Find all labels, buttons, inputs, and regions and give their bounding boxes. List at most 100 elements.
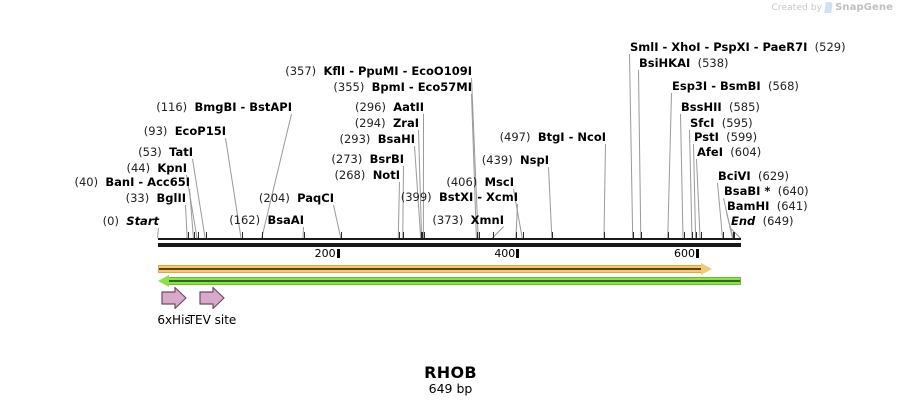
enzyme-position: (585) bbox=[728, 100, 760, 114]
marker-name: Start bbox=[126, 214, 159, 228]
enzyme-label-bsahi[interactable]: (293) BsaHI bbox=[339, 133, 415, 145]
enzyme-label-bsabi[interactable]: BsaBI * (640) bbox=[724, 185, 809, 197]
feature-label-6xhis: 6xHis bbox=[157, 313, 191, 327]
enzyme-separator: - bbox=[749, 40, 763, 54]
enzyme-label-tati[interactable]: (53) TatI bbox=[138, 146, 193, 158]
enzyme-label-noti[interactable]: (268) NotI bbox=[334, 169, 400, 181]
enzyme-label-kpni[interactable]: (44) KpnI bbox=[126, 162, 187, 174]
enzyme-label-smli-xhoi-pspxi-paer7i[interactable]: SmlI - XhoI - PspXI - PaeR7I (529) bbox=[630, 41, 846, 53]
enzyme-label-sfci[interactable]: SfcI (595) bbox=[690, 117, 753, 129]
restriction-site-tick bbox=[193, 232, 195, 238]
enzyme-label-afei[interactable]: AfeI (604) bbox=[697, 146, 761, 158]
leader-line bbox=[548, 167, 553, 239]
enzyme-label-bglii[interactable]: (33) BglII bbox=[126, 192, 186, 204]
enzyme-label-xmni[interactable]: (373) XmnI bbox=[432, 214, 504, 226]
enzyme-label-nspi[interactable]: (439) NspI bbox=[482, 154, 549, 166]
enzyme-name: BsaHI bbox=[377, 132, 415, 146]
arrow-right-icon bbox=[161, 286, 187, 310]
enzyme-label-psti[interactable]: PstI (599) bbox=[694, 131, 757, 143]
enzyme-label-esp3i-bsmbi[interactable]: Esp3I - BsmBI (568) bbox=[672, 80, 799, 92]
enzyme-label-paqci[interactable]: (204) PaqCI bbox=[259, 192, 334, 204]
restriction-site-tick bbox=[522, 232, 524, 238]
enzyme-label-bsihkai[interactable]: BsiHKAI (538) bbox=[639, 57, 729, 69]
enzyme-name: BstAPI bbox=[249, 100, 292, 114]
enzyme-label-bcivi[interactable]: BciVI (629) bbox=[718, 170, 789, 182]
enzyme-label-ecop15i[interactable]: (93) EcoP15I bbox=[144, 125, 226, 137]
enzyme-label-aatii[interactable]: (296) AatII bbox=[355, 101, 424, 113]
snapgene-watermark: Created by SnapGene bbox=[772, 2, 893, 13]
enzyme-name: BanI bbox=[105, 175, 135, 189]
page-title: RHOB bbox=[424, 363, 477, 382]
enzyme-name: BstXI bbox=[439, 190, 474, 204]
enzyme-position: (40) bbox=[74, 175, 99, 189]
enzyme-label-bsshii[interactable]: BssHII (585) bbox=[681, 101, 760, 113]
restriction-site-tick bbox=[493, 232, 495, 238]
enzyme-label-bpmi-eco57mi[interactable]: (355) BpmI - Eco57MI bbox=[333, 81, 472, 93]
enzyme-label-kfli-ppumi-ecoo109i[interactable]: (357) KflI - PpuMI - EcoO109I bbox=[285, 65, 472, 77]
enzyme-name: EcoO109I bbox=[411, 64, 472, 78]
enzyme-label-bstxi-xcmi[interactable]: (399) BstXI - XcmI bbox=[401, 191, 518, 203]
enzyme-label-zrai[interactable]: (294) ZraI bbox=[355, 117, 419, 129]
enzyme-label-bsaai[interactable]: (162) BsaAI bbox=[229, 214, 304, 226]
restriction-site-tick bbox=[552, 232, 554, 238]
enzyme-label-bmgbi-bstapi[interactable]: (116) BmgBI - BstAPI bbox=[156, 101, 292, 113]
ruler-tick-label: 400 bbox=[494, 247, 516, 260]
enzyme-name: BsrBI bbox=[369, 152, 404, 166]
enzyme-name: SmlI bbox=[630, 40, 659, 54]
leader-line bbox=[638, 70, 642, 238]
enzyme-label-bamhi[interactable]: BamHI (641) bbox=[727, 200, 808, 212]
leader-line bbox=[422, 113, 424, 238]
enzyme-name: BsmBI bbox=[720, 79, 761, 93]
leader-line bbox=[157, 227, 159, 238]
enzyme-name: BtgI bbox=[537, 130, 565, 144]
enzyme-name: BciVI bbox=[718, 169, 751, 183]
enzyme-label-start[interactable]: (0) Start bbox=[103, 215, 159, 227]
enzyme-position: (204) bbox=[258, 191, 290, 205]
watermark-brand: SnapGene bbox=[835, 2, 893, 13]
enzyme-label-msci[interactable]: (406) MscI bbox=[446, 176, 514, 188]
restriction-site-tick bbox=[476, 232, 478, 238]
enzyme-position: (641) bbox=[776, 199, 808, 213]
restriction-site-tick bbox=[700, 232, 702, 238]
enzyme-name: NspI bbox=[520, 153, 549, 167]
restriction-site-tick bbox=[205, 232, 207, 238]
restriction-site-tick bbox=[696, 232, 698, 238]
enzyme-name: PstI bbox=[694, 130, 719, 144]
enzyme-label-btgi-ncoi[interactable]: (497) BtgI - NcoI bbox=[500, 131, 606, 143]
sequence-length: 649 bp bbox=[428, 381, 473, 396]
watermark-prefix: Created by bbox=[771, 2, 823, 13]
enzyme-label-bsrbi[interactable]: (273) BsrBI bbox=[331, 153, 404, 165]
restriction-site-tick bbox=[683, 232, 685, 238]
enzyme-position: (355) bbox=[333, 80, 365, 94]
enzyme-name: Acc65I bbox=[147, 175, 190, 189]
restriction-site-tick bbox=[516, 232, 518, 238]
enzyme-name: EcoP15I bbox=[174, 124, 226, 138]
enzyme-separator: - bbox=[404, 80, 418, 94]
enzyme-label-end[interactable]: End (649) bbox=[731, 215, 794, 227]
restriction-site-tick bbox=[421, 232, 423, 238]
enzyme-name: AatII bbox=[393, 100, 424, 114]
enzyme-position: (568) bbox=[767, 79, 799, 93]
feature-arrow-tev-site[interactable] bbox=[199, 286, 225, 310]
enzyme-position: (649) bbox=[762, 214, 794, 228]
enzyme-separator: - bbox=[134, 175, 148, 189]
leader-line bbox=[717, 183, 724, 239]
enzyme-label-bani-acc65i[interactable]: (40) BanI - Acc65I bbox=[74, 176, 190, 188]
restriction-site-tick bbox=[197, 232, 199, 238]
feature-arrow-6xhis[interactable] bbox=[161, 286, 187, 310]
enzyme-position: (44) bbox=[126, 161, 151, 175]
ruler-tick-mark bbox=[516, 249, 520, 258]
enzyme-name: BmgBI bbox=[194, 100, 237, 114]
snapgene-logo-icon bbox=[824, 2, 833, 13]
enzyme-name: BglII bbox=[156, 191, 187, 205]
enzyme-name: MscI bbox=[484, 175, 514, 189]
enzyme-name: BamHI bbox=[727, 199, 770, 213]
enzyme-name: NotI bbox=[372, 168, 400, 182]
enzyme-separator: - bbox=[398, 64, 412, 78]
enzyme-separator: - bbox=[236, 100, 250, 114]
leader-line bbox=[667, 92, 672, 238]
enzyme-name: PspXI bbox=[713, 40, 750, 54]
ruler-bar bbox=[158, 243, 741, 247]
enzyme-position: (373) bbox=[432, 213, 464, 227]
